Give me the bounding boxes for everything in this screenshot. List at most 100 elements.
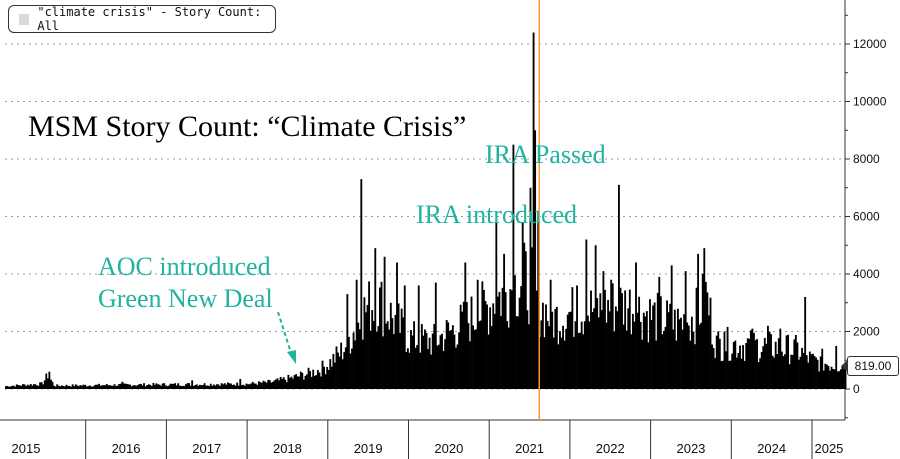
bar (475, 329, 478, 389)
bar (796, 342, 799, 389)
bar (503, 253, 506, 390)
y-tick-label: 0 (853, 382, 860, 396)
bar (70, 386, 73, 389)
bar (171, 383, 173, 389)
bar (801, 347, 803, 389)
bar (661, 334, 664, 389)
y-tick-label: 4000 (853, 267, 880, 281)
bar (622, 324, 625, 389)
bar (439, 335, 442, 389)
bar (774, 341, 777, 389)
bar (371, 310, 374, 389)
bar (414, 347, 417, 389)
bar (512, 144, 515, 390)
bar (188, 383, 190, 389)
bar (178, 385, 181, 389)
bar (85, 386, 88, 389)
bar (582, 334, 585, 389)
bar (144, 386, 147, 389)
bar (219, 385, 222, 389)
bar (282, 377, 285, 389)
bar (326, 366, 329, 389)
bar (735, 357, 738, 389)
bar (289, 377, 291, 389)
bar (672, 329, 675, 389)
bar (534, 130, 537, 389)
bar (768, 331, 771, 389)
bar (330, 366, 333, 389)
bar (146, 385, 149, 389)
bar (638, 296, 641, 389)
bar (695, 287, 698, 389)
aoc-arrow-head (287, 350, 296, 364)
bar (40, 382, 43, 389)
bar (192, 385, 195, 389)
bar (101, 385, 104, 389)
bar (746, 338, 749, 389)
bar (799, 356, 802, 389)
bar (256, 384, 259, 389)
bar (500, 315, 502, 389)
bar (597, 317, 600, 389)
x-tick-label: 2021 (515, 441, 544, 456)
bar (555, 306, 558, 389)
bar (379, 287, 381, 389)
bar (226, 382, 229, 389)
bar (552, 337, 555, 389)
bar (613, 331, 616, 389)
bar (664, 326, 667, 389)
bar (268, 380, 271, 389)
bar (442, 351, 445, 389)
bar (782, 356, 785, 389)
bar (610, 279, 613, 389)
x-tick-label: 2018 (273, 441, 302, 456)
bar (408, 352, 411, 389)
bar (175, 385, 178, 389)
bar (185, 384, 187, 389)
bar (692, 331, 695, 389)
bar (262, 380, 265, 389)
bar (656, 292, 659, 389)
bar (313, 375, 316, 389)
bar (804, 297, 807, 389)
bar (422, 335, 425, 389)
bar (88, 385, 91, 389)
bar (365, 312, 367, 389)
bar (230, 383, 232, 389)
bar (84, 384, 86, 389)
x-tick-label: 2016 (112, 441, 141, 456)
bar (138, 384, 141, 389)
bar (332, 354, 335, 389)
bar (391, 318, 394, 389)
bar (354, 340, 357, 389)
bar (39, 382, 41, 389)
bar (675, 340, 678, 389)
bar (711, 344, 713, 389)
bar (835, 345, 838, 390)
bar (234, 385, 237, 389)
bar (447, 322, 450, 389)
bar (323, 366, 325, 389)
bar (351, 348, 353, 389)
bar (659, 296, 662, 389)
bar (214, 385, 217, 389)
bar (594, 245, 597, 389)
bar (431, 333, 434, 389)
bar (476, 279, 479, 389)
bar (349, 353, 352, 389)
bar (455, 347, 457, 389)
bar (484, 301, 487, 389)
bar (208, 386, 211, 389)
bar (281, 378, 284, 389)
bar (46, 378, 49, 389)
bar (821, 348, 824, 389)
bar (124, 383, 127, 389)
bar (302, 379, 305, 389)
bar (90, 386, 93, 389)
bar (358, 329, 361, 389)
bar (372, 320, 375, 389)
bar (79, 385, 82, 389)
bar (257, 381, 260, 389)
bar (382, 336, 384, 389)
